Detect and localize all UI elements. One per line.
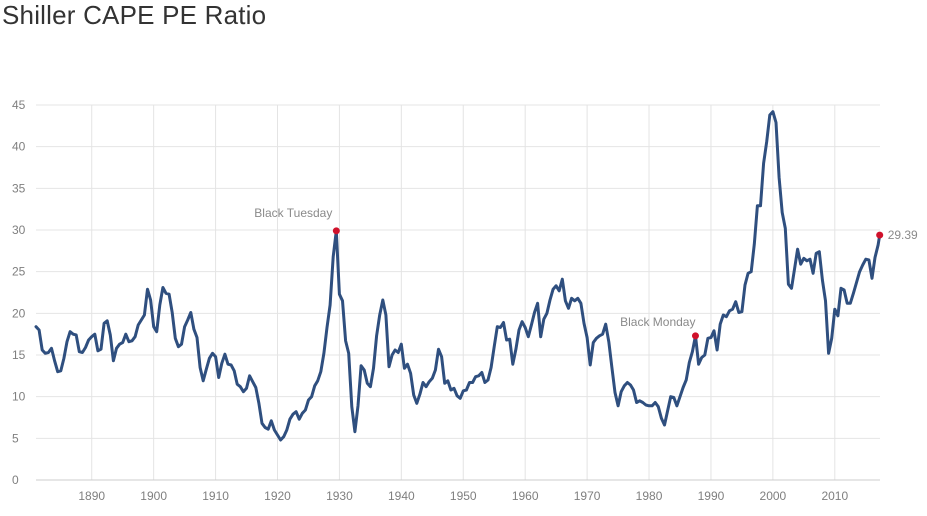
y-tick-label: 45 bbox=[12, 98, 26, 112]
x-tick-label: 1970 bbox=[574, 489, 601, 503]
x-tick-label: 1900 bbox=[140, 489, 167, 503]
annotation-marker bbox=[332, 227, 340, 235]
x-tick-label: 1910 bbox=[202, 489, 229, 503]
axes: 1890 1900 1910 1920 1930 1940 1950 1960 1970 1980… bbox=[12, 98, 880, 503]
grid-lines bbox=[36, 104, 880, 481]
y-tick-label: 25 bbox=[12, 265, 26, 279]
page-title: Shiller CAPE PE Ratio bbox=[2, 0, 267, 30]
annotations: Black Tuesday Black Monday 29.39 bbox=[254, 206, 918, 340]
x-tick-label: 2010 bbox=[821, 489, 848, 503]
plot-area bbox=[34, 110, 882, 442]
y-tick-label: 15 bbox=[12, 348, 26, 362]
y-tick-label: 20 bbox=[12, 306, 26, 320]
y-tick-label: 35 bbox=[12, 181, 26, 195]
x-tick-label: 2000 bbox=[760, 489, 787, 503]
x-tick-label: 1980 bbox=[636, 489, 663, 503]
x-tick-label: 1960 bbox=[512, 489, 539, 503]
annotation-label: Black Tuesday bbox=[254, 206, 332, 220]
x-tick-label: 1990 bbox=[698, 489, 725, 503]
annotation-label: 29.39 bbox=[888, 228, 918, 242]
x-tick-label: 1890 bbox=[78, 489, 105, 503]
y-tick-label: 0 bbox=[12, 473, 19, 487]
x-tick-label: 1930 bbox=[326, 489, 353, 503]
annotation-label: Black Monday bbox=[620, 315, 695, 329]
annotation-marker bbox=[876, 231, 884, 239]
y-tick-label: 5 bbox=[12, 431, 19, 445]
cape-series-line bbox=[34, 110, 882, 442]
y-tick-label: 30 bbox=[12, 223, 26, 237]
x-tick-label: 1950 bbox=[450, 489, 477, 503]
x-tick-label: 1940 bbox=[388, 489, 415, 503]
x-tick-label: 1920 bbox=[264, 489, 291, 503]
y-tick-label: 40 bbox=[12, 140, 26, 154]
y-tick-label: 10 bbox=[12, 390, 26, 404]
annotation-marker bbox=[691, 332, 699, 340]
